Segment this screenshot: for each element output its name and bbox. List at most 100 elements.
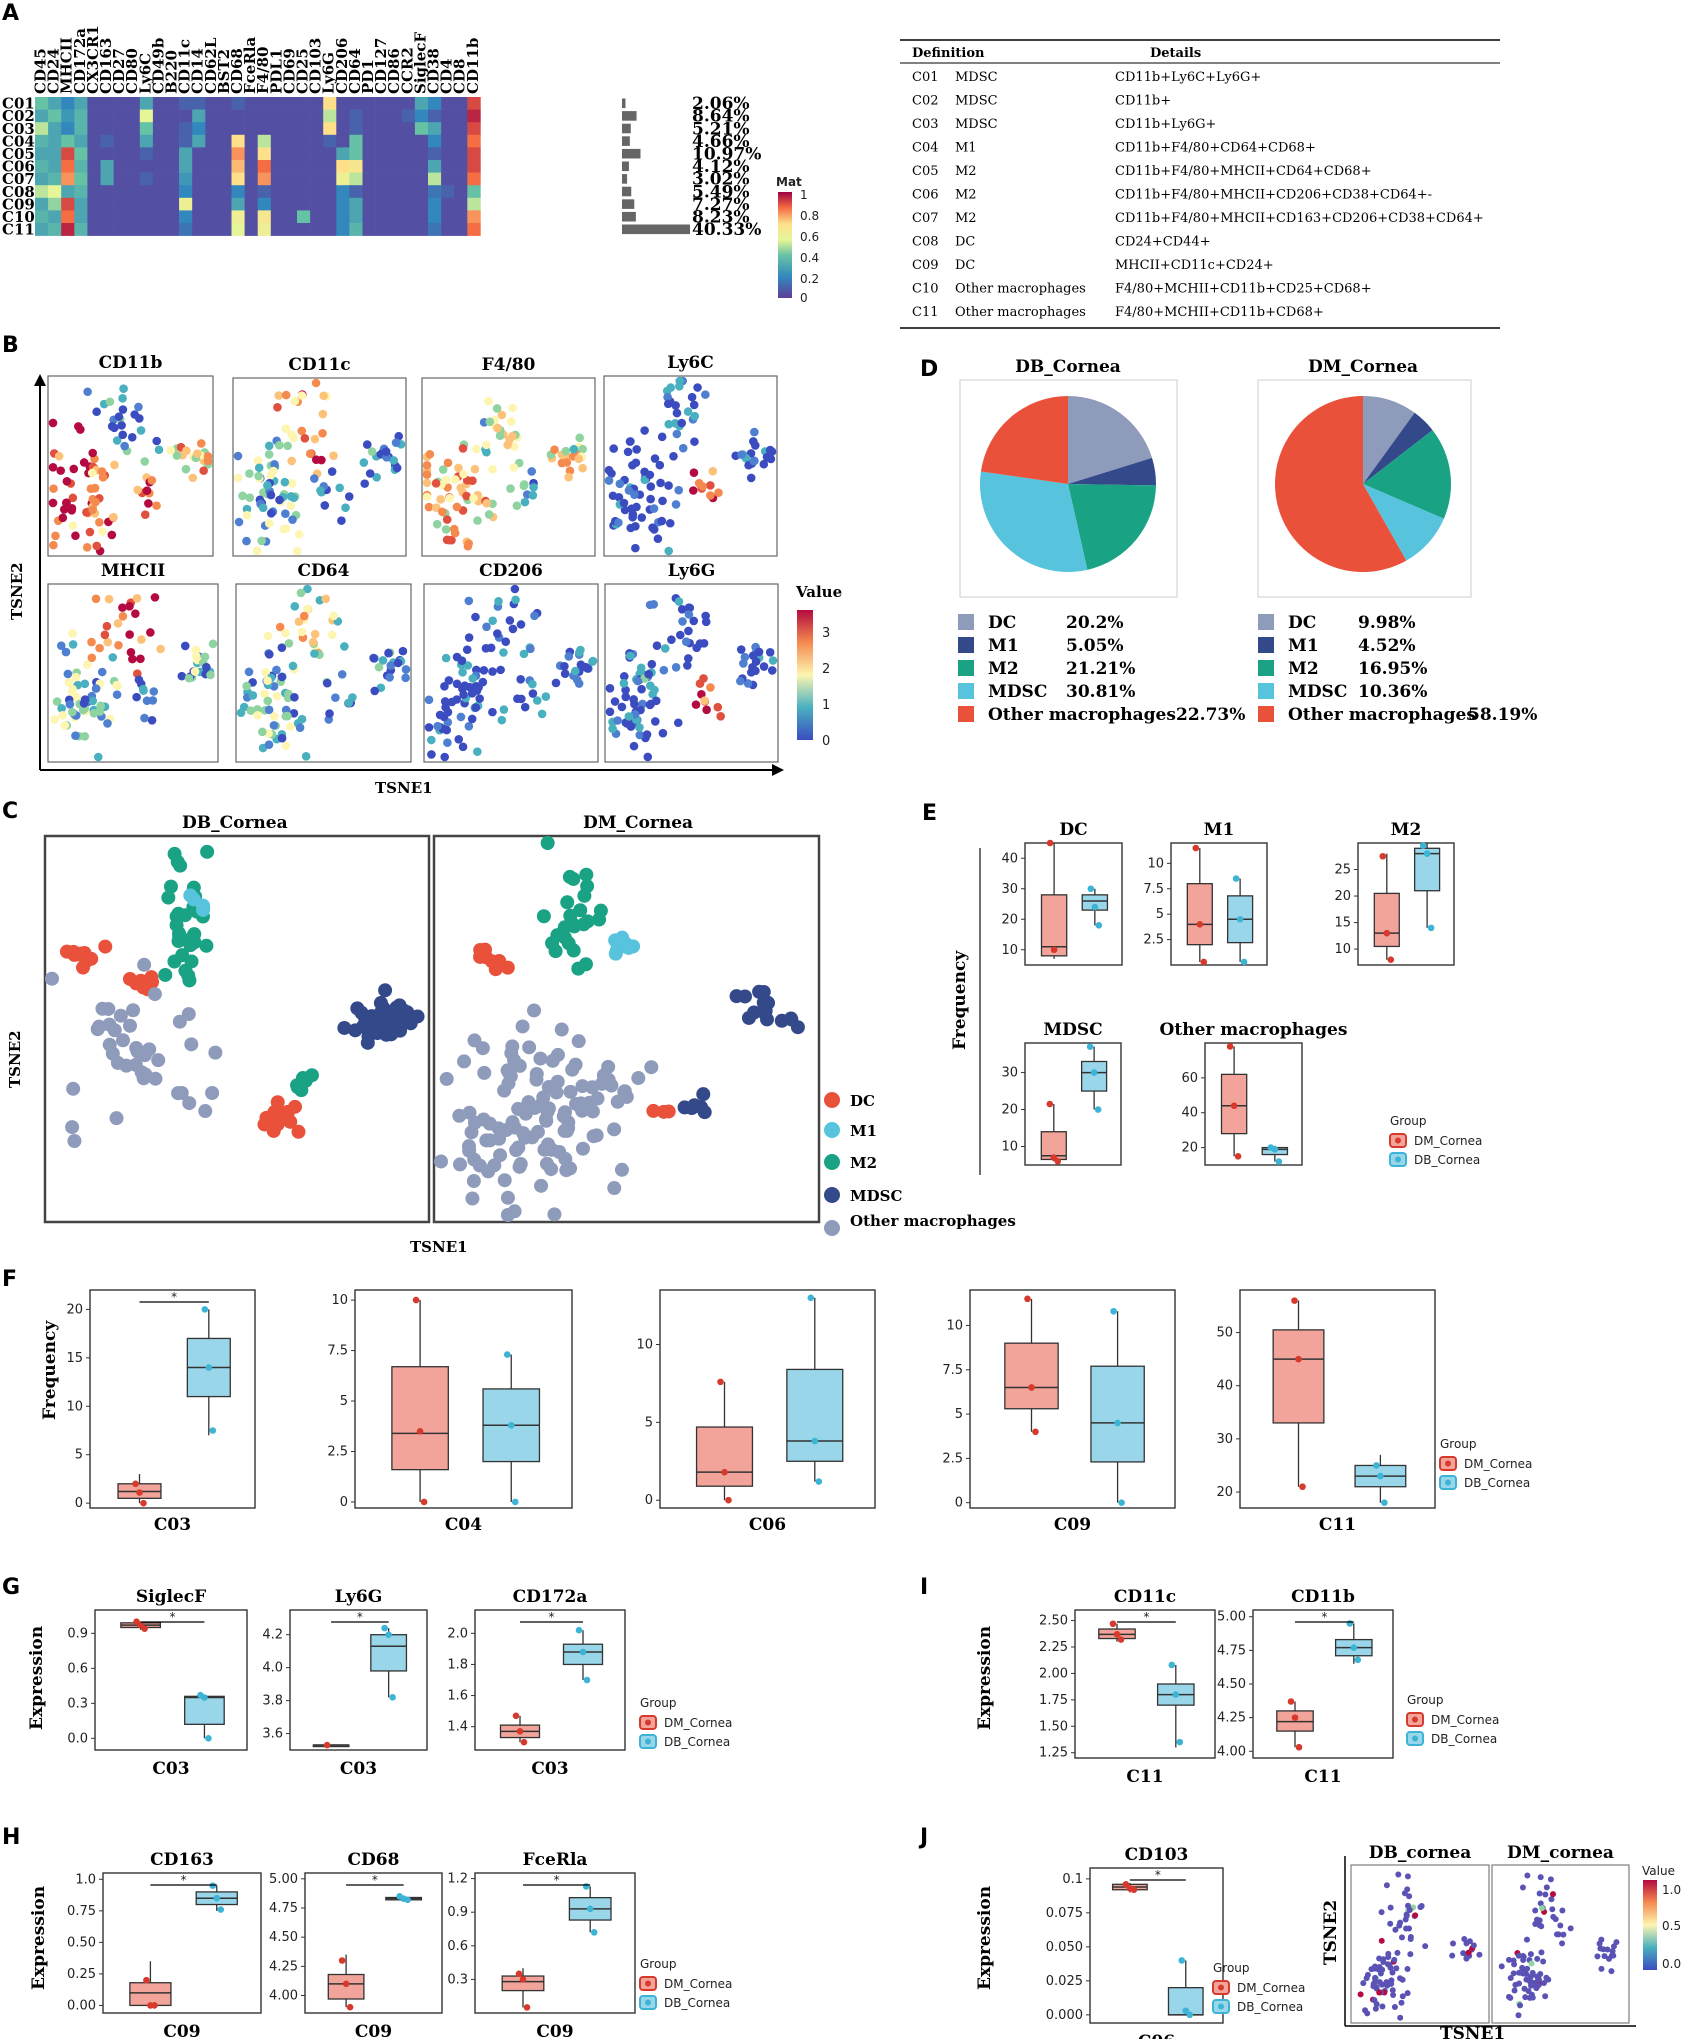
- axis-tick-label: 7.5: [327, 1344, 348, 1359]
- tsne-point: [424, 695, 434, 705]
- heatmap-cell: [388, 185, 403, 199]
- box-point: [201, 1694, 208, 1701]
- tsne-point: [610, 697, 620, 706]
- heatmap-cell: [218, 109, 232, 123]
- pie-legend-swatch: [1258, 660, 1274, 676]
- pie-legend-value: 5.05%: [1066, 636, 1124, 656]
- axis-tick-label: 1.25: [1039, 1746, 1068, 1761]
- heatmap-cell: [35, 160, 49, 173]
- heatmap-cell: [139, 172, 154, 186]
- heatmap-cell: [139, 223, 154, 236]
- tsne-point: [208, 639, 218, 649]
- tsne-point: [91, 497, 100, 507]
- pie-legend-swatch: [958, 683, 974, 699]
- tsne-group-point: [532, 1098, 547, 1113]
- tsne-point: [471, 612, 480, 622]
- tsne-point: [281, 628, 290, 638]
- j-tsne-point: [1393, 1965, 1400, 1972]
- tsne-group-point: [385, 1017, 400, 1032]
- table-cell-id: C05: [912, 164, 939, 179]
- tsne-point: [627, 504, 637, 513]
- heatmap-cell: [87, 109, 101, 123]
- table-cell-details: CD11b+Ly6C+Ly6G+: [1115, 70, 1261, 85]
- box-title: DC: [1059, 820, 1087, 840]
- tsne-point: [642, 730, 652, 739]
- tsne-point: [80, 679, 90, 689]
- axis-tick-label: 7.5: [1143, 882, 1164, 897]
- table-cell-details: CD11b+F4/80+MHCII+CD206+CD38+CD64+-: [1115, 188, 1432, 203]
- heatmap-cell: [100, 210, 114, 224]
- heatmap-cell: [454, 134, 468, 148]
- heatmap-column-label: CD64: [346, 48, 364, 94]
- j-tsne-point: [1610, 1943, 1617, 1950]
- tsne-point: [152, 501, 161, 510]
- group-legend-dot: [645, 1719, 651, 1726]
- heatmap-cell: [428, 160, 442, 173]
- j-legend-tick: 1.0: [1662, 1883, 1681, 1897]
- tsne-point: [127, 433, 137, 442]
- tsne-point: [479, 666, 489, 675]
- tsne-point: [321, 594, 331, 604]
- tsne-point: [427, 750, 436, 759]
- tsne-point: [131, 609, 140, 618]
- axis-tick-label: 1.4: [447, 1720, 468, 1735]
- tsne-point: [68, 684, 77, 694]
- panel-letter-h: H: [2, 1825, 20, 1850]
- c-legend-label: MDSC: [850, 1187, 902, 1205]
- b-colorbar: [797, 610, 813, 740]
- heatmap-cell: [336, 122, 350, 136]
- table-cell-definition: MDSC: [955, 70, 998, 85]
- box-body: [370, 1634, 408, 1672]
- heatmap-cell: [48, 134, 62, 148]
- axis-tick-label: 10: [1001, 943, 1018, 958]
- tsne-point: [48, 463, 58, 472]
- tsne-group-point: [661, 1104, 676, 1119]
- tsne-group-point: [539, 1156, 554, 1171]
- tsne-point: [64, 678, 74, 687]
- tsne-point: [370, 686, 379, 696]
- axis-tick-label: 0.050: [1046, 1940, 1083, 1955]
- heatmap-cell: [218, 122, 232, 136]
- table-cell-details: CD11b+F4/80+MHCII+CD163+CD206+CD38+CD64+: [1115, 211, 1484, 226]
- tsne-point: [574, 454, 584, 464]
- tsne-point: [374, 662, 384, 672]
- j-tsne-point: [1404, 1990, 1411, 1997]
- tsne-point: [68, 629, 77, 638]
- tsne-group-point: [452, 1157, 467, 1172]
- tsne-group-point: [497, 1083, 512, 1098]
- tsne-point: [398, 646, 408, 656]
- tsne-point: [572, 675, 582, 685]
- tsne-group-point: [364, 1011, 379, 1026]
- box-point: [132, 1480, 139, 1488]
- heatmap-cell: [323, 147, 337, 161]
- heatmap-cell: [323, 109, 337, 123]
- j-tsne-point: [1388, 1980, 1395, 1987]
- heatmap-cell: [297, 172, 311, 186]
- tsne-group-point: [579, 867, 594, 882]
- heatmap-cell: [428, 122, 442, 136]
- heatmap-cell: [87, 197, 101, 211]
- tsne-point: [58, 710, 67, 720]
- tsne-group-point: [439, 1071, 454, 1086]
- tsne-point: [588, 656, 598, 666]
- heatmap-cell: [270, 122, 285, 136]
- tsne-point: [689, 400, 699, 410]
- heatmap-cell: [270, 160, 285, 173]
- tsne-group-point: [291, 1124, 306, 1139]
- heatmap-cell: [192, 109, 206, 123]
- j-tsne-point: [1417, 1904, 1424, 1911]
- box-point: [590, 1929, 598, 1936]
- box-title: MDSC: [1043, 1020, 1102, 1040]
- box-point: [1024, 1295, 1031, 1303]
- heatmap-row-label: C02: [2, 107, 35, 125]
- j-tsne-point: [1389, 1969, 1396, 1976]
- tsne-point: [360, 479, 370, 488]
- heatmap-cell: [48, 97, 62, 110]
- box-title: Other macrophages: [1160, 1020, 1348, 1040]
- tsne-point: [142, 696, 152, 705]
- tsne-group-point: [174, 1085, 189, 1100]
- heatmap-cell: [310, 134, 324, 148]
- group-legend-dot: [645, 1980, 651, 1987]
- heatmap-cell: [48, 147, 62, 161]
- heatmap-cell: [388, 134, 403, 148]
